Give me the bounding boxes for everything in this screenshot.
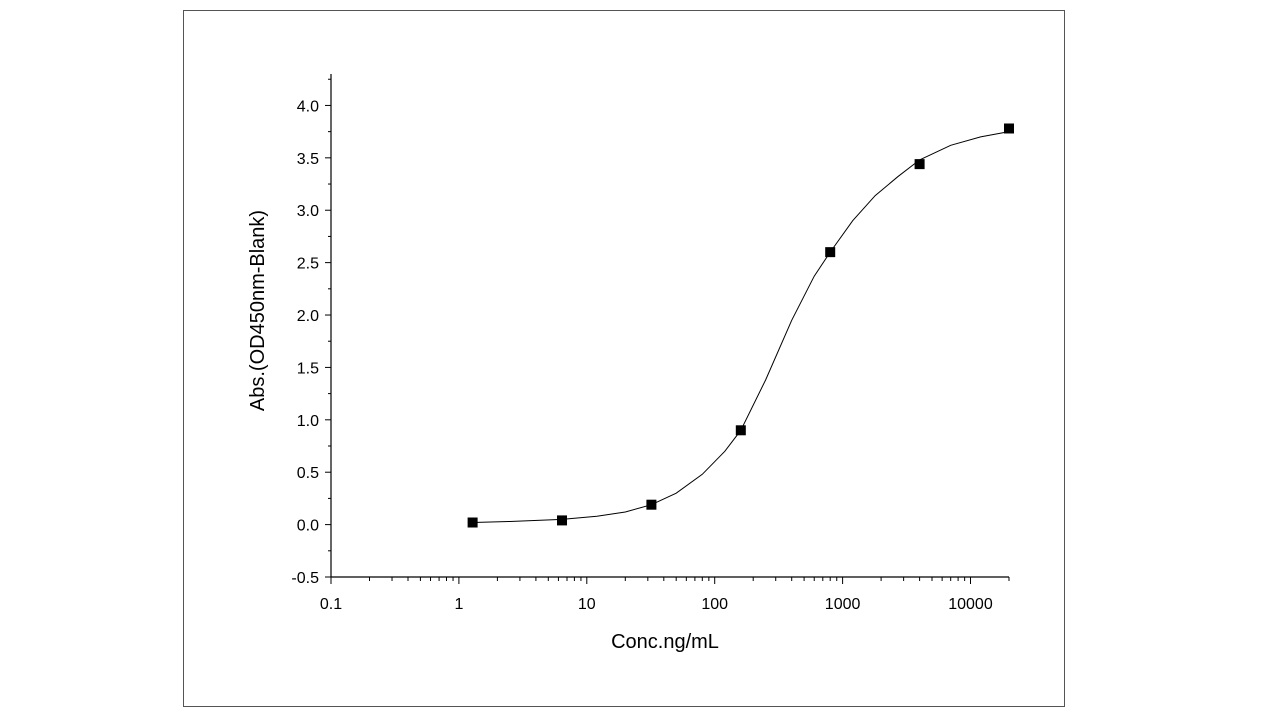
x-tick-label: 10: [578, 596, 596, 613]
data-points-layer: [467, 123, 1014, 528]
data-point: [825, 247, 836, 258]
x-tick-label: 0.1: [320, 596, 342, 613]
chart-frame: -0.5 0.0 0.5 1.0 1.5 2.0 2.5 3.0 3.5 4.0 0.1 1 10 100…: [183, 10, 1065, 707]
y-tick-label: 0.0: [297, 518, 319, 535]
data-point: [646, 499, 657, 510]
data-point: [914, 159, 925, 170]
data-point: [557, 515, 568, 526]
ticks: -0.5 0.0 0.5 1.0 1.5 2.0 2.5 3.0 3.5 4.0 0.1 1 10 100…: [291, 78, 1010, 613]
x-tick-label: 100: [701, 596, 728, 613]
y-tick-label: 2.5: [297, 256, 319, 273]
chart-svg: -0.5 0.0 0.5 1.0 1.5 2.0 2.5 3.0 3.5 4.0 0.1 1 10 100…: [247, 74, 1014, 653]
x-tick-label: 1000: [825, 596, 861, 613]
y-tick-label: 3.0: [297, 203, 319, 220]
y-tick-label: 4.0: [297, 98, 319, 115]
x-tick-label: 10000: [948, 596, 993, 613]
y-tick-label: -0.5: [291, 570, 319, 587]
data-point: [467, 517, 478, 528]
y-tick-label: 1.0: [297, 413, 319, 430]
y-axis-label: Abs.(OD450nm-Blank): [247, 210, 269, 411]
y-tick-label: 0.5: [297, 465, 319, 482]
x-tick-label: 1: [454, 596, 463, 613]
axes: [330, 74, 1009, 578]
fit-curve: [472, 131, 1010, 523]
data-point: [1004, 123, 1014, 134]
y-tick-label: 2.0: [297, 308, 319, 325]
data-point: [735, 425, 746, 436]
y-tick-label: 3.5: [297, 151, 319, 168]
y-tick-label: 1.5: [297, 360, 319, 377]
x-axis-label: Conc.ng/mL: [611, 631, 719, 653]
fit-curve-layer: [472, 131, 1010, 523]
